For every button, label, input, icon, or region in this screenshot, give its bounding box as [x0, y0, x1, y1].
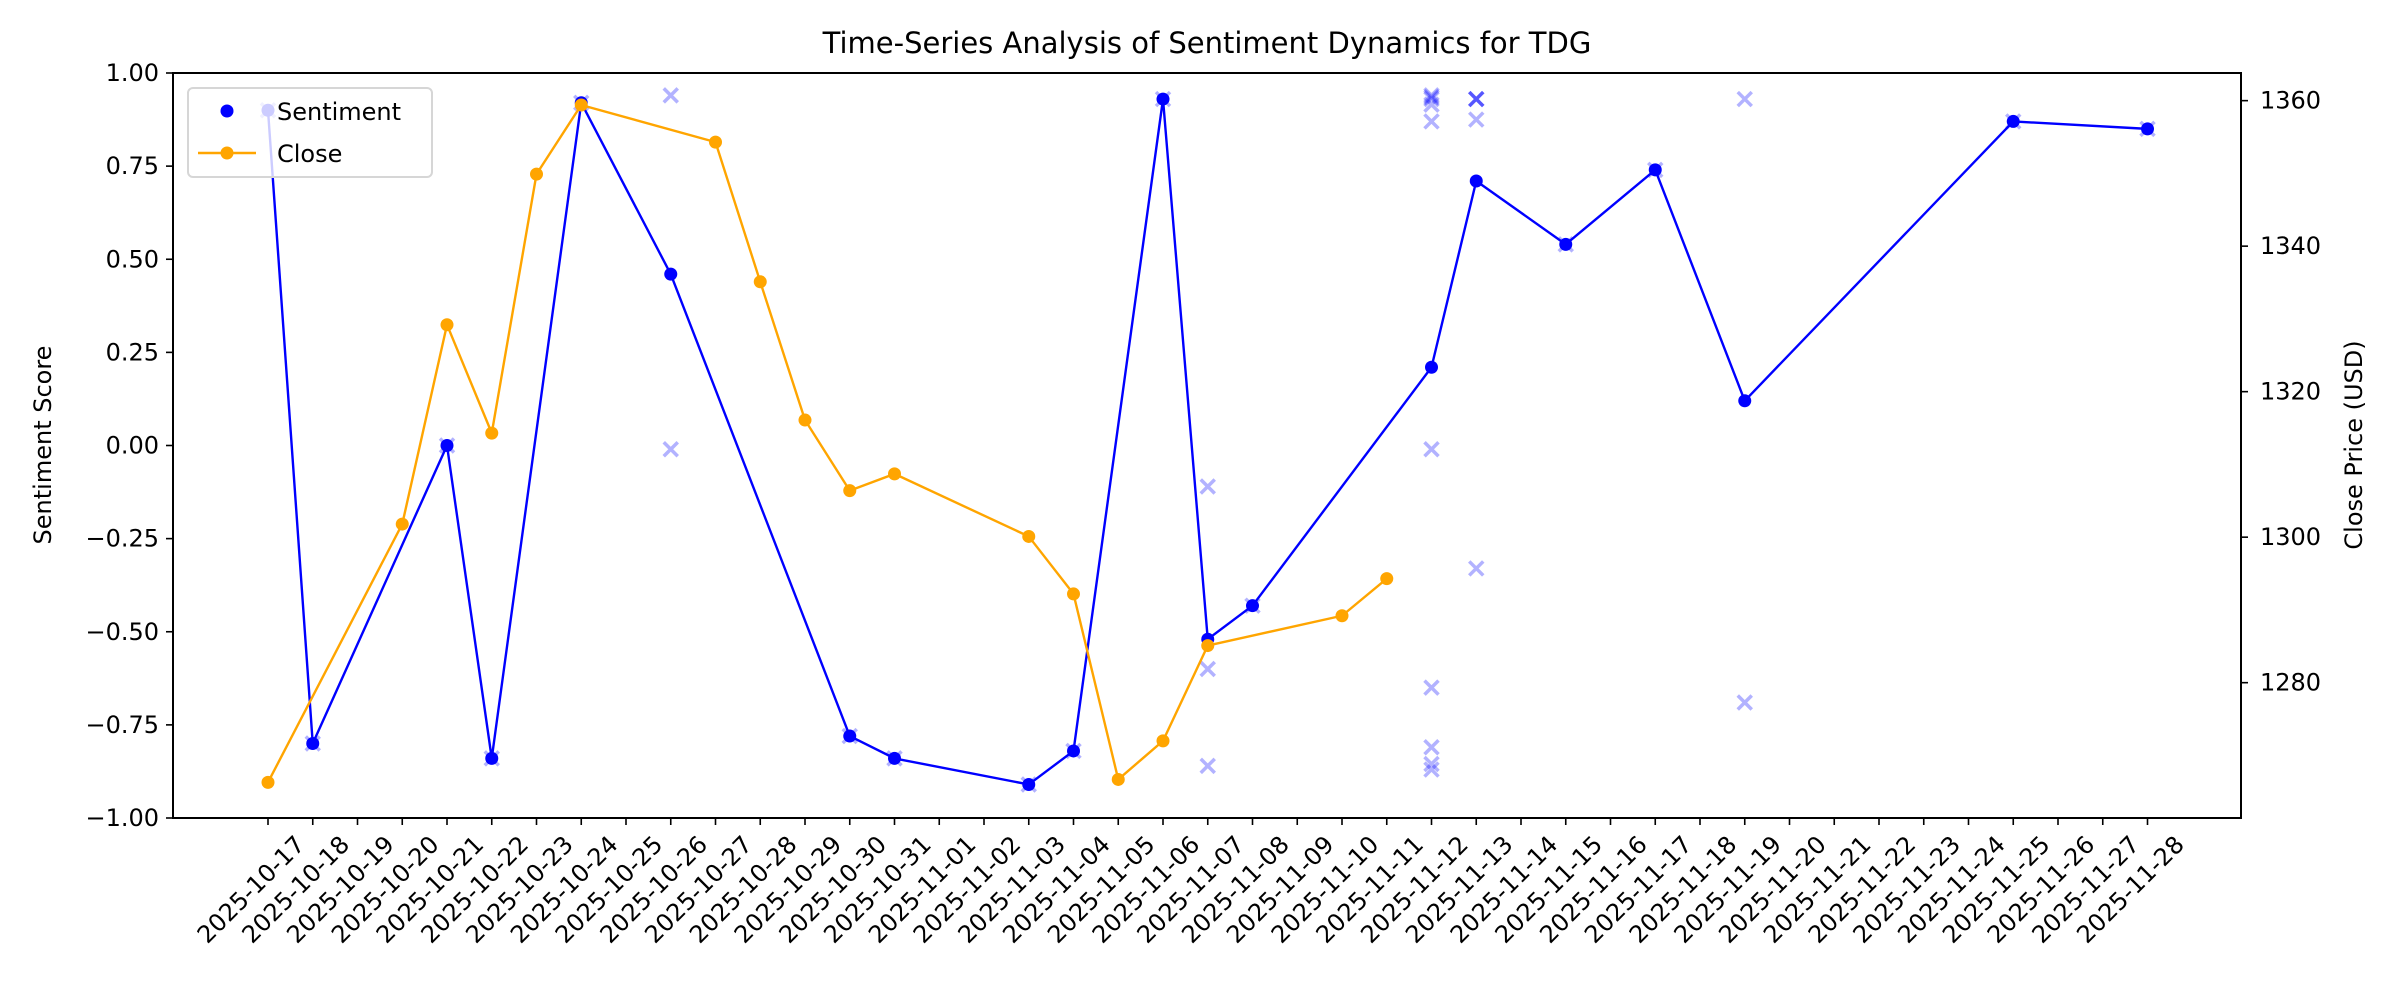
sentiment-data-point	[1246, 599, 1259, 613]
legend-close-marker-icon	[220, 146, 234, 160]
close-line	[266, 103, 1388, 783]
left-tick-label: 0.50	[106, 245, 159, 273]
close-data-point	[1201, 639, 1215, 653]
raw-sentiment-x-marker	[1423, 113, 1440, 130]
close-data-point	[1335, 609, 1349, 623]
sentiment-data-point	[888, 751, 901, 765]
sentiment-data-point	[440, 439, 454, 452]
raw-sentiment-x-marker	[1423, 761, 1440, 778]
sentiment-data-point	[1156, 92, 1170, 106]
raw-sentiment-x-marker	[662, 440, 679, 458]
sentiment-data-point	[664, 267, 678, 281]
sentiment-data-point	[2006, 114, 2020, 128]
raw-sentiment-x-marker	[1423, 96, 1440, 113]
raw-sentiment-x-marker	[1423, 738, 1440, 756]
raw-sentiment-x-marker	[1423, 755, 1440, 773]
sentiment-data-point	[1067, 744, 1080, 758]
right-tick-label: 1320	[2260, 378, 2321, 406]
close-data-point	[574, 98, 588, 112]
left-tick-label: 0.75	[106, 152, 159, 180]
left-tick-label: −1.00	[85, 804, 159, 832]
close-data-point	[798, 413, 812, 427]
legend-sentiment-label: Sentiment	[277, 98, 401, 126]
close-data-point	[1111, 772, 1125, 786]
left-tick-label: 1.00	[106, 59, 159, 87]
left-tick-label: 0.00	[106, 432, 159, 460]
chart-title: Time-Series Analysis of Sentiment Dynami…	[822, 26, 1592, 60]
sentiment-data-point	[843, 729, 857, 743]
sentiment-data-point	[485, 751, 499, 765]
sentiment-data-point	[1559, 237, 1573, 251]
raw-sentiment-x-marker	[1468, 90, 1485, 108]
sentiment-data-point	[306, 737, 320, 750]
close-data-point	[1156, 734, 1170, 748]
close-data-point	[843, 484, 857, 498]
y-axis-label-right: Close Price (USD)	[2340, 340, 2368, 549]
right-tick-label: 1360	[2260, 87, 2321, 115]
raw-sentiment-x-marker	[662, 87, 679, 104]
raw-sentiment-x-marker	[1199, 478, 1216, 495]
sentiment-data-point	[2141, 122, 2154, 136]
sentiment-data-point	[1425, 360, 1438, 374]
right-tick-label: 1300	[2260, 523, 2321, 551]
x-axis: 2025-10-172025-10-182025-10-192025-10-20…	[192, 818, 2190, 949]
close-data-point	[1022, 529, 1036, 543]
close-data-point	[1380, 572, 1394, 586]
close-data-point	[753, 275, 767, 289]
close-data-point	[395, 517, 409, 531]
right-tick-label: 1340	[2260, 232, 2321, 260]
right-y-axis: 1360 1340 1320 1300 1280	[2241, 87, 2321, 697]
sentiment-data-point	[1648, 163, 1662, 177]
sentiment-data-point	[1022, 777, 1036, 791]
raw-sentiment-x-marker	[1423, 90, 1440, 108]
raw-sentiment-x-marker	[1199, 660, 1216, 678]
close-data-point	[440, 318, 454, 332]
right-tick-label: 1280	[2260, 669, 2321, 697]
legend: Sentiment Close	[187, 87, 433, 178]
close-data-point	[1067, 587, 1080, 601]
close-data-point	[485, 426, 499, 440]
raw-sentiment-x-marker	[1736, 90, 1753, 108]
close-data-point	[888, 467, 901, 481]
raw-sentiment-x-marker	[1468, 90, 1485, 108]
y-axis-label-left: Sentiment Score	[29, 346, 57, 545]
left-tick-label: −0.75	[85, 711, 159, 739]
sentiment-data-point	[1738, 394, 1752, 408]
raw-sentiment-x-marker	[1468, 560, 1485, 577]
left-tick-label: −0.25	[85, 525, 159, 553]
raw-sentiment-x-marker	[1423, 440, 1440, 458]
close-data-point	[261, 775, 275, 789]
sentiment-line	[266, 97, 2148, 786]
close-data-point	[530, 167, 543, 181]
close-data-point	[709, 135, 722, 149]
sentiment-data-point	[1469, 174, 1483, 188]
raw-sentiment-x-marker	[1736, 694, 1753, 711]
raw-sentiment-x-marker	[1468, 111, 1485, 128]
plot-area	[259, 87, 2156, 793]
legend-close-label: Close	[277, 140, 342, 168]
raw-sentiment-x-marker	[1423, 679, 1440, 696]
legend-sentiment-marker-icon	[220, 104, 234, 118]
legend-box	[187, 87, 433, 178]
raw-sentiment-x-marker	[1468, 90, 1485, 108]
left-y-axis: 1.00 0.75 0.50 0.25 0.00 −0.25 −0.50 −0.75 −1.00	[85, 59, 173, 832]
left-tick-label: 0.25	[106, 338, 159, 366]
left-tick-label: −0.50	[85, 618, 159, 646]
raw-sentiment-x-marker	[1423, 88, 1440, 106]
raw-sentiment-x-marker	[1423, 87, 1440, 104]
raw-sentiment-x-marker	[1199, 757, 1216, 775]
